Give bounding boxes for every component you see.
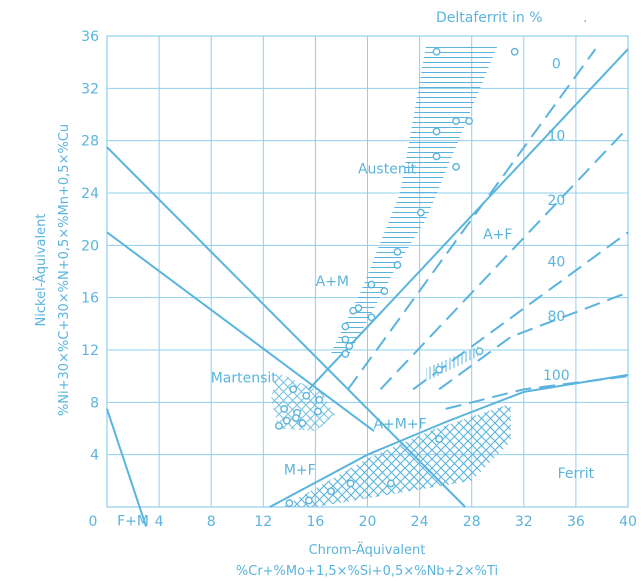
y-tick-label: 8 [90,395,99,411]
deltaferrit-title-dot: . [583,10,587,26]
data-point [346,479,355,488]
x-tick-label: 4 [155,514,164,530]
ferrite-line-20 [379,126,629,390]
data-point [510,47,519,56]
x-axis-formula: %Cr+%Mo+1,5×%Si+0,5×%Nb+2×%Ti [236,564,498,579]
x-tick-label: 8 [207,514,216,530]
data-point [291,414,300,422]
data-point [435,435,444,443]
data-point [302,391,311,400]
x-tick-label: 0 [89,514,98,530]
boundary-upper [106,146,466,508]
x-tick-label: 32 [515,514,533,530]
data-point [393,261,402,269]
data-point [280,404,289,413]
data-point [327,487,335,496]
data-point [289,385,298,394]
ferrite-percent-label: 20 [547,193,565,209]
ferrite-percent-label: 40 [547,254,565,270]
data-point [275,421,283,430]
data-point [452,117,460,125]
x-tick-label: 36 [567,514,585,530]
ferrite-percent-label: 100 [543,368,570,384]
boundary-lines [106,48,629,527]
data-points [275,47,519,507]
region-label: A+M [316,274,349,290]
data-point [432,47,441,56]
x-tick-label: 28 [463,514,481,530]
y-tick-label: 12 [81,343,99,359]
data-point [298,419,307,428]
data-point [345,342,354,350]
martensite-transition-band [271,372,335,432]
ferrite-transition-band [426,346,479,382]
data-point [282,416,291,425]
x-tick-label: 20 [359,514,377,530]
region-label: M+F [284,462,316,478]
ferrite-percent-label: 10 [547,129,565,145]
data-point [341,335,350,344]
data-point [341,350,350,358]
x-tick-label: 12 [254,514,272,530]
data-point [465,117,473,125]
x-tick-label: 16 [306,514,324,530]
boundary-lower [106,231,375,432]
plot-frame [106,35,629,508]
x-tick-label: 40 [619,514,637,530]
shaded-areas [271,45,511,507]
y-tick-label: 4 [90,448,99,464]
region-label: A+F [483,227,512,243]
data-point [387,479,395,488]
data-point [367,280,376,289]
x-tick-label: 24 [411,514,429,530]
grid [106,35,629,508]
data-point [285,499,294,507]
data-point [417,208,425,217]
region-label: Ferrit [558,466,595,482]
boundary-corner [106,408,148,527]
y-tick-label: 16 [81,291,99,307]
data-point [475,347,484,356]
region-label: F+M [117,513,149,529]
region-label: Martensit [211,371,278,387]
ferrite-line-0 [308,48,629,390]
region-label: A+M+F [373,417,426,433]
data-point [380,287,389,296]
ferrite-line-10 [347,48,597,390]
data-point [432,152,441,161]
martensite-ferrite-band [282,403,511,507]
boundary-mf-curve [269,373,629,508]
y-tick-label: 28 [81,134,99,150]
data-point [314,407,322,416]
data-point [452,162,460,171]
data-point [341,322,350,331]
y-tick-label: 32 [81,81,99,97]
data-point [435,365,444,374]
ferrite-line-80 [438,291,629,391]
data-point [315,395,324,404]
ferrite-percent-label: 0 [552,57,561,73]
region-labels: 0 4 8 12 16 20 24 28 32 36 40 4 8 12 16 20 24 28 32 36 Auste… [81,29,637,530]
ferrite-line-40 [412,231,629,391]
deltaferrit-title: Deltaferrit in % [436,10,543,26]
data-point [304,496,313,505]
y-tick-label: 20 [81,238,99,254]
ferrite-line-100 [445,375,629,410]
data-point [393,247,402,256]
data-point [349,306,358,315]
ferrite-percent-label: 80 [547,309,565,325]
y-axis-label: Nickel-Äquivalent [33,214,49,327]
y-axis-formula: %Ni+30×%C+30×%N+0,5×%Mn+0,5×%Cu [57,124,72,416]
y-tick-label: 24 [81,186,99,202]
data-point [367,313,376,322]
region-label: Austenit [358,161,417,177]
y-tick-label: 36 [81,29,99,45]
data-point [432,127,441,136]
x-axis-label: Chrom-Äquivalent [309,542,426,558]
